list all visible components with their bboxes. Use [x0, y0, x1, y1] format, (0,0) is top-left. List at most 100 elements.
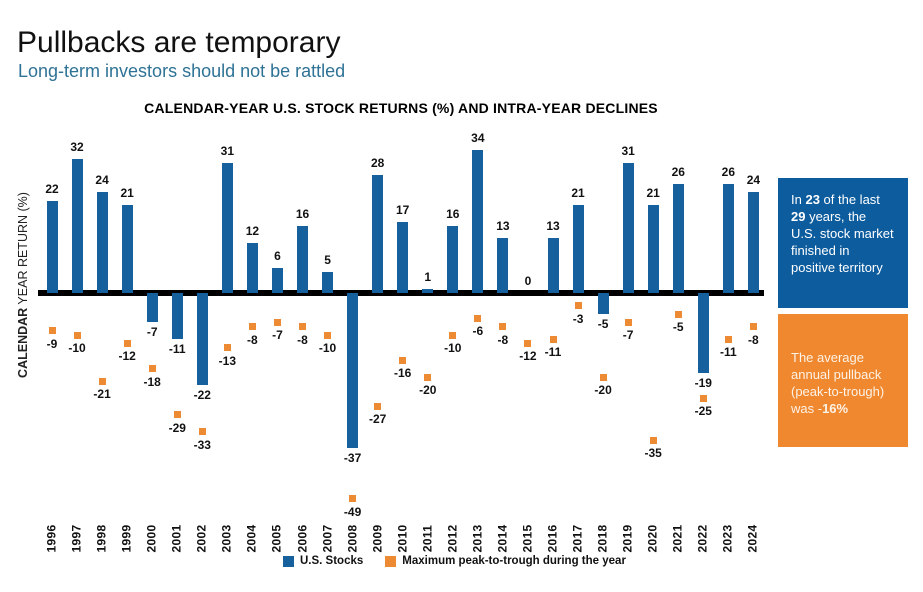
year-tick-label: 2005	[269, 524, 284, 553]
decline-value-label: -5	[672, 320, 684, 334]
decline-marker-icon	[649, 436, 657, 444]
bar-value-label: 28	[370, 156, 385, 171]
page-subtitle: Long-term investors should not be rattle…	[18, 60, 346, 81]
year-tick-label: 2018	[595, 524, 610, 553]
decline-value-label: -6	[472, 324, 484, 339]
decline-value-label: -11	[720, 345, 737, 360]
bar	[171, 293, 183, 340]
decline-value-label: -27	[368, 412, 387, 427]
bar	[196, 293, 208, 386]
page-title: Pullbacks are temporary	[17, 26, 341, 60]
decline-marker-icon	[123, 339, 131, 347]
decline-value-label: -33	[193, 437, 211, 452]
year-tick-label: 2013	[470, 524, 485, 553]
year-tick-label: 1997	[69, 524, 84, 553]
decline-marker-icon	[449, 331, 457, 339]
decline-value-label: -21	[93, 387, 111, 402]
bar	[722, 183, 734, 293]
decline-value-label: -8	[247, 332, 258, 347]
legend-item-peak-to-trough: Maximum peak-to-trough during the year	[385, 555, 626, 567]
callout-pullback-pre: The average annual pullback (peak-to-tro…	[791, 350, 885, 416]
bar	[372, 175, 384, 293]
decline-value-label: -3	[572, 311, 584, 326]
bar	[472, 150, 484, 293]
decline-marker-icon	[524, 339, 532, 347]
bar-value-label: 24	[746, 173, 761, 188]
decline-marker-icon	[349, 495, 357, 503]
year-tick-label: 2004	[244, 524, 259, 553]
bar	[747, 192, 759, 293]
bar	[322, 272, 334, 293]
year-tick-label: 1996	[44, 524, 59, 553]
bar-value-label: 13	[546, 219, 560, 234]
year-tick-label: 2001	[169, 524, 184, 553]
decline-value-label: -16	[394, 366, 412, 381]
decline-value-label: -29	[168, 420, 186, 435]
bar	[422, 288, 434, 293]
decline-value-label: -11	[544, 345, 562, 360]
decline-marker-icon	[424, 373, 432, 381]
bar-value-label: 26	[671, 164, 685, 179]
decline-value-label: -7	[622, 328, 634, 343]
decline-marker-icon	[499, 323, 507, 331]
bar	[271, 267, 283, 293]
year-tick-label: 2011	[420, 524, 435, 553]
bar-value-label: 21	[571, 185, 585, 200]
decline-value-label: -10	[318, 341, 337, 355]
decline-value-label: -20	[594, 383, 612, 397]
decline-marker-icon	[73, 331, 81, 339]
bar	[397, 221, 409, 293]
bar	[46, 200, 58, 293]
callout-positive-n1: 23	[805, 192, 820, 207]
legend-label-peak-to-trough: Maximum peak-to-trough during the year	[402, 555, 626, 567]
bar-value-label: 12	[245, 223, 260, 238]
year-tick-label: 2002	[194, 524, 209, 553]
year-tick-label: 2021	[670, 524, 685, 553]
decline-value-label: -13	[218, 353, 237, 368]
decline-value-label: -8	[748, 332, 759, 347]
year-tick-label: 2009	[370, 524, 385, 553]
callout-positive-years: In 23 of the last 29 years, the U.S. sto…	[778, 178, 908, 308]
y-axis-label-bold: CALENDAR	[16, 307, 30, 378]
decline-marker-icon	[624, 318, 632, 326]
decline-value-label: -20	[419, 383, 437, 397]
bar-value-label: 31	[621, 143, 635, 158]
bar-value-label: 31	[220, 143, 235, 158]
decline-value-label: -8	[297, 332, 308, 347]
bar-value-label: 16	[295, 206, 310, 221]
legend: U.S. Stocks Maximum peak-to-trough durin…	[283, 555, 626, 567]
bar	[597, 293, 609, 314]
bar-value-label: -37	[343, 451, 362, 466]
decline-value-label: -9	[46, 336, 58, 351]
bar-value-label: -7	[146, 325, 158, 340]
decline-marker-icon	[399, 356, 407, 364]
callout-positive-post: years, the U.S. stock market finished in…	[791, 208, 894, 275]
decline-marker-icon	[98, 377, 106, 385]
year-tick-label: 2008	[345, 524, 360, 553]
decline-value-label: -35	[644, 446, 662, 460]
bar-value-label: -5	[597, 317, 609, 331]
year-tick-label: 1998	[94, 524, 109, 553]
bar	[547, 238, 559, 293]
bar-value-label: 32	[70, 139, 84, 154]
year-tick-label: 2019	[620, 524, 635, 553]
callout-average-pullback: The average annual pullback (peak-to-tro…	[778, 314, 908, 447]
year-tick-label: 2010	[395, 524, 410, 553]
bar-value-label: 16	[446, 206, 460, 221]
bar	[71, 158, 83, 293]
x-axis-zero-line	[38, 290, 764, 296]
bar	[447, 225, 459, 293]
bar-value-label: 0	[524, 274, 532, 288]
y-axis-label: CALENDAR YEAR RETURN (%)	[16, 145, 32, 425]
callout-pullback-value: 16%	[822, 400, 849, 416]
bar-value-label: 21	[120, 185, 134, 200]
callout-positive-n2: 29	[791, 208, 806, 224]
decline-marker-icon	[173, 411, 181, 419]
bar-value-label: 17	[396, 202, 410, 217]
decline-marker-icon	[48, 327, 56, 335]
plot-area: 22 -9 1996 32 -10 1997 24 -21 1998 21 -12 1999 -7 -18…	[38, 130, 764, 552]
bar-value-label: -22	[193, 388, 211, 403]
bar	[297, 225, 308, 293]
callout-positive-pre: In	[791, 192, 806, 207]
decline-value-label: -7	[272, 328, 283, 343]
